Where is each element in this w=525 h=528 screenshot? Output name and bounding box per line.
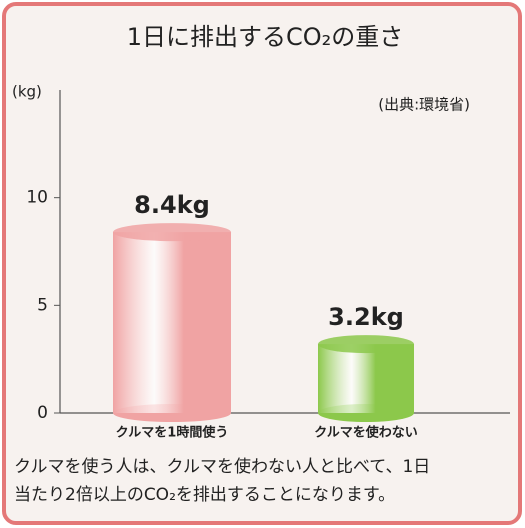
y-axis-label: (kg) xyxy=(12,83,42,101)
y-tick-label: 5 xyxy=(37,295,48,315)
bar xyxy=(113,232,231,413)
note-line: 当たり2倍以上のCO₂を排出することになります。 xyxy=(14,485,395,505)
value-label: 8.4kg xyxy=(134,191,210,219)
x-tick-label: クルマを使わない xyxy=(314,425,418,441)
y-tick-label: 10 xyxy=(26,188,48,208)
x-tick-label: クルマを1時間使う xyxy=(116,425,229,441)
chart-title: 1日に排出するCO₂の重さ xyxy=(127,23,404,51)
note-line: クルマを使う人は、クルマを使わない人と比べて、1日 xyxy=(14,456,430,477)
bar-top xyxy=(318,335,414,354)
source: (出典:環境省) xyxy=(378,96,470,114)
value-label: 3.2kg xyxy=(328,303,404,331)
bar-top xyxy=(113,223,231,242)
y-tick-label: 0 xyxy=(37,403,48,423)
bar xyxy=(318,344,414,413)
